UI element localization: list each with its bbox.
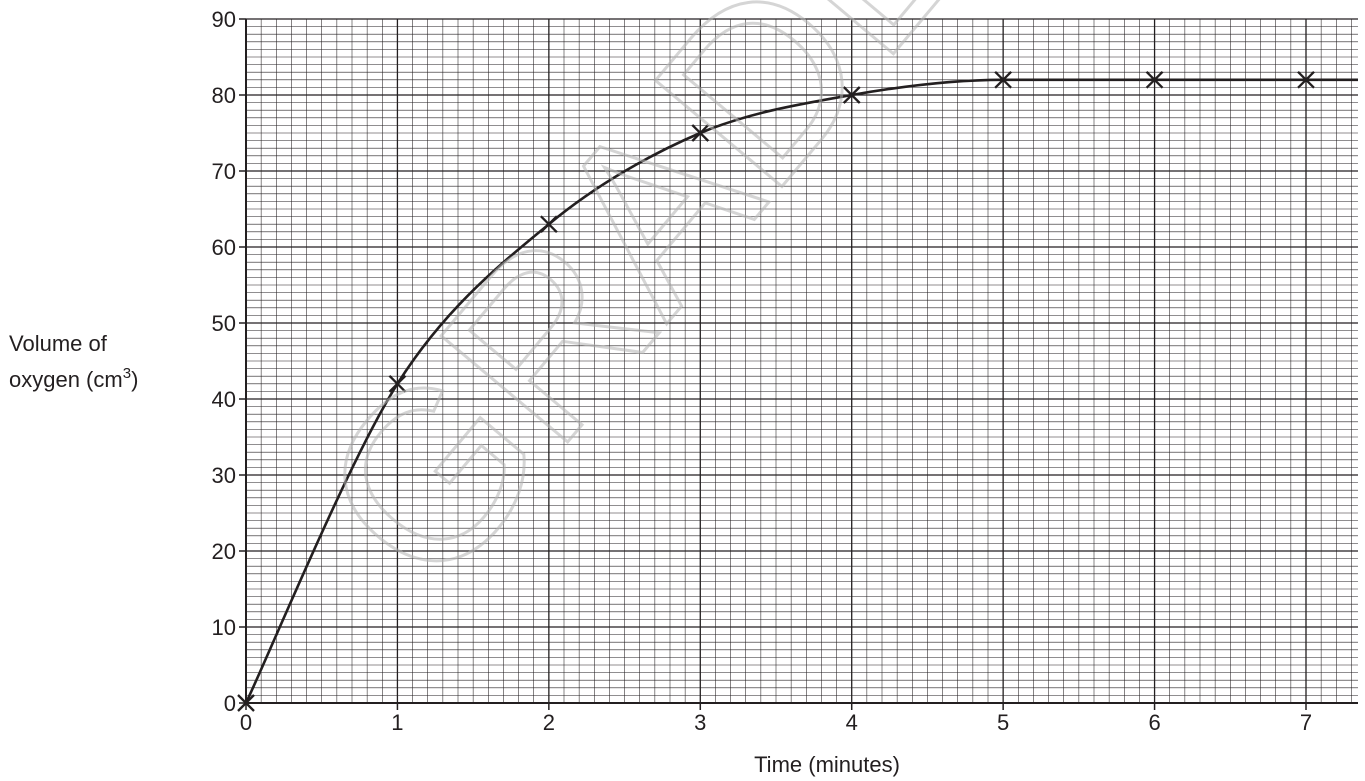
marker-stroke <box>237 694 255 712</box>
y-tick-label: 40 <box>212 387 236 412</box>
marker-stroke <box>842 86 861 104</box>
data-point-marker <box>1145 70 1164 89</box>
y-axis-title-end: ) <box>131 367 138 392</box>
marker-stroke <box>691 124 710 142</box>
x-tick-label: 2 <box>543 710 555 735</box>
x-axis-title: Time (minutes) <box>754 752 900 777</box>
x-tick-label: 4 <box>846 710 858 735</box>
y-tick-label: 0 <box>224 691 236 716</box>
marker-stroke <box>1145 70 1164 89</box>
marker-stroke <box>540 215 558 234</box>
y-tick-label: 70 <box>212 159 236 184</box>
y-tick-label: 80 <box>212 83 236 108</box>
y-axis-title-line1: Volume of <box>9 331 108 356</box>
x-tick-label: 1 <box>391 710 403 735</box>
data-point-marker <box>237 694 255 712</box>
data-point-marker <box>1297 70 1315 89</box>
series-line <box>244 78 1358 704</box>
series <box>244 78 1358 704</box>
marker-stroke <box>994 70 1012 89</box>
y-axis-title-main: oxygen (cm <box>9 367 123 392</box>
data-point-marker <box>842 86 861 104</box>
x-tick-label: 6 <box>1148 710 1160 735</box>
y-axis-title-superscript: 3 <box>123 365 131 382</box>
axes <box>239 18 1358 710</box>
y-tick-label: 20 <box>212 539 236 564</box>
minor-grid <box>246 19 1358 703</box>
y-tick-label: 60 <box>212 235 236 260</box>
x-tick-label: 7 <box>1300 710 1312 735</box>
data-point-marker <box>994 70 1012 89</box>
marker-stroke <box>388 374 407 393</box>
y-tick-label: 10 <box>212 615 236 640</box>
x-tick-label: 0 <box>240 710 252 735</box>
x-tick-label: 3 <box>694 710 706 735</box>
data-point-marker <box>540 215 558 234</box>
y-axis-title-line2: oxygen (cm3) <box>9 365 138 392</box>
markers <box>237 70 1315 712</box>
y-tick-label: 50 <box>212 311 236 336</box>
x-tick-label: 5 <box>997 710 1009 735</box>
marker-stroke <box>1297 70 1315 89</box>
y-tick-label: 30 <box>212 463 236 488</box>
data-point-marker <box>388 374 407 393</box>
y-tick-label: 90 <box>212 7 236 32</box>
data-point-marker <box>691 124 710 142</box>
